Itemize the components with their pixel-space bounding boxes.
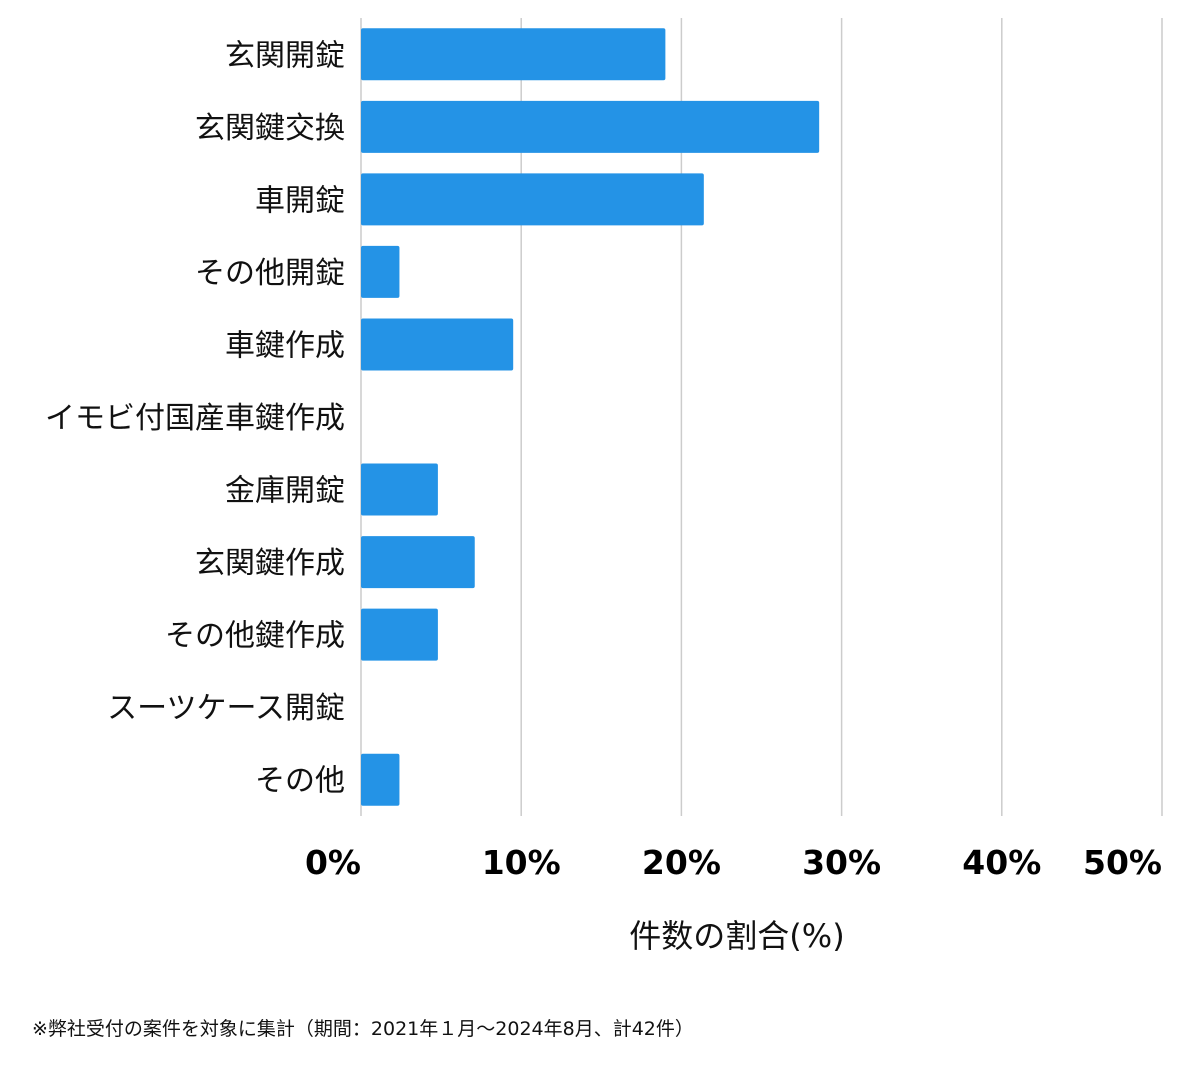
bar: [361, 173, 704, 226]
category-label: 玄関鍵交換: [195, 111, 345, 146]
category-label: その他鍵作成: [165, 619, 345, 654]
category-label: 金庫開錠: [225, 474, 345, 509]
x-tick-label: 20%: [642, 843, 721, 882]
footnote: ※弊社受付の案件を対象に集計（期間：2021年１月～2024年8月、計42件）: [32, 1018, 694, 1040]
bars: [361, 28, 820, 806]
category-label: 車開錠: [255, 183, 345, 218]
x-tick-label: 30%: [802, 843, 881, 882]
category-label: イモビ付国産車鍵作成: [45, 401, 345, 436]
category-labels: 玄関開錠玄関鍵交換車開錠その他開錠車鍵作成イモビ付国産車鍵作成金庫開錠玄関鍵作成…: [45, 38, 345, 798]
category-label: 車鍵作成: [225, 328, 345, 363]
category-label: 玄関鍵作成: [195, 546, 345, 581]
bar: [361, 245, 400, 298]
bar: [361, 536, 475, 589]
x-axis-title: 件数の割合(%): [629, 917, 844, 955]
bar: [361, 318, 514, 371]
bar: [361, 753, 400, 806]
bar: [361, 608, 438, 661]
category-label: その他: [255, 764, 345, 799]
category-label: その他開錠: [195, 256, 345, 291]
x-tick-label: 10%: [482, 843, 561, 882]
x-tick-label: 50%: [1083, 843, 1162, 882]
bar: [361, 100, 820, 153]
x-tick-labels: 0% 10% 20% 30% 40% 50%: [305, 843, 1162, 882]
category-label: スーツケース開錠: [107, 691, 345, 726]
x-tick-label: 40%: [962, 843, 1041, 882]
x-tick-label: 0%: [305, 843, 361, 882]
bar: [361, 463, 438, 516]
category-label: 玄関開錠: [225, 38, 345, 73]
bar: [361, 28, 666, 81]
